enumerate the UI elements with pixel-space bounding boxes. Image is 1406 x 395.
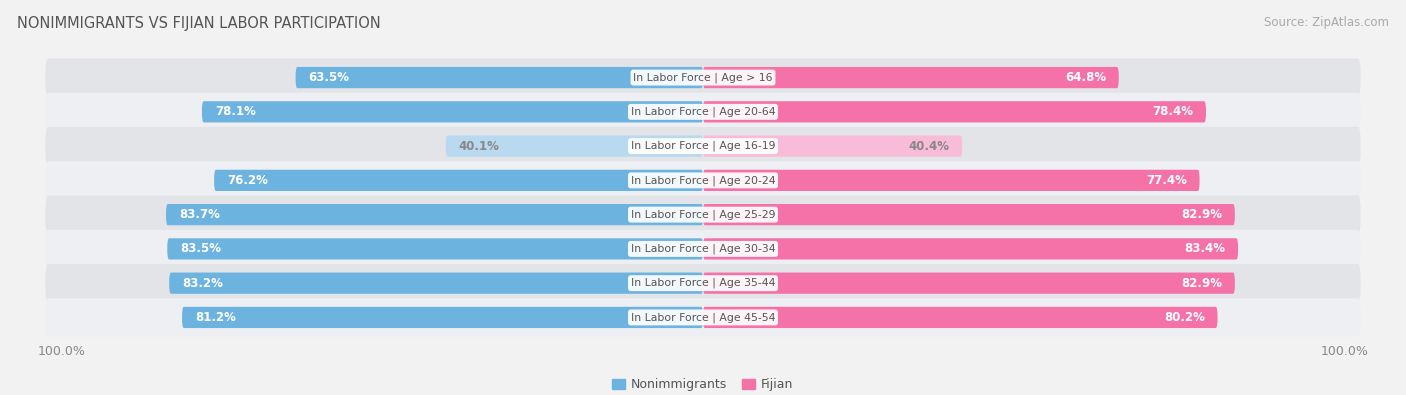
FancyBboxPatch shape <box>45 298 1361 337</box>
Text: 82.9%: 82.9% <box>1181 208 1222 221</box>
FancyBboxPatch shape <box>446 135 703 157</box>
Text: In Labor Force | Age 20-24: In Labor Force | Age 20-24 <box>631 175 775 186</box>
Text: 78.4%: 78.4% <box>1152 105 1194 118</box>
Text: NONIMMIGRANTS VS FIJIAN LABOR PARTICIPATION: NONIMMIGRANTS VS FIJIAN LABOR PARTICIPAT… <box>17 16 381 31</box>
FancyBboxPatch shape <box>45 196 1361 234</box>
FancyBboxPatch shape <box>214 170 703 191</box>
Text: 83.7%: 83.7% <box>179 208 219 221</box>
Text: In Labor Force | Age 30-34: In Labor Force | Age 30-34 <box>631 244 775 254</box>
Text: Source: ZipAtlas.com: Source: ZipAtlas.com <box>1264 16 1389 29</box>
Text: 76.2%: 76.2% <box>226 174 267 187</box>
FancyBboxPatch shape <box>181 307 703 328</box>
Text: In Labor Force | Age 45-54: In Labor Force | Age 45-54 <box>631 312 775 323</box>
FancyBboxPatch shape <box>703 307 1218 328</box>
FancyBboxPatch shape <box>703 238 1239 260</box>
FancyBboxPatch shape <box>167 238 703 260</box>
FancyBboxPatch shape <box>45 230 1361 268</box>
Text: 78.1%: 78.1% <box>215 105 256 118</box>
Legend: Nonimmigrants, Fijian: Nonimmigrants, Fijian <box>607 373 799 395</box>
FancyBboxPatch shape <box>202 101 703 122</box>
Text: 63.5%: 63.5% <box>308 71 350 84</box>
FancyBboxPatch shape <box>295 67 703 88</box>
FancyBboxPatch shape <box>45 127 1361 165</box>
Text: In Labor Force | Age 35-44: In Labor Force | Age 35-44 <box>631 278 775 288</box>
FancyBboxPatch shape <box>45 58 1361 97</box>
FancyBboxPatch shape <box>169 273 703 294</box>
Text: In Labor Force | Age 25-29: In Labor Force | Age 25-29 <box>631 209 775 220</box>
FancyBboxPatch shape <box>166 204 703 225</box>
FancyBboxPatch shape <box>45 93 1361 131</box>
Text: 81.2%: 81.2% <box>195 311 236 324</box>
Text: 83.5%: 83.5% <box>180 243 221 256</box>
Text: 80.2%: 80.2% <box>1164 311 1205 324</box>
Text: 64.8%: 64.8% <box>1064 71 1107 84</box>
Text: 83.2%: 83.2% <box>181 276 224 290</box>
FancyBboxPatch shape <box>703 101 1206 122</box>
Text: 77.4%: 77.4% <box>1146 174 1187 187</box>
FancyBboxPatch shape <box>703 170 1199 191</box>
FancyBboxPatch shape <box>703 135 962 157</box>
Text: 82.9%: 82.9% <box>1181 276 1222 290</box>
Text: 83.4%: 83.4% <box>1184 243 1225 256</box>
Text: In Labor Force | Age 20-64: In Labor Force | Age 20-64 <box>631 107 775 117</box>
FancyBboxPatch shape <box>703 204 1234 225</box>
Text: 40.4%: 40.4% <box>908 139 949 152</box>
FancyBboxPatch shape <box>45 264 1361 302</box>
Text: In Labor Force | Age 16-19: In Labor Force | Age 16-19 <box>631 141 775 151</box>
FancyBboxPatch shape <box>703 273 1234 294</box>
Text: In Labor Force | Age > 16: In Labor Force | Age > 16 <box>633 72 773 83</box>
FancyBboxPatch shape <box>703 67 1119 88</box>
Text: 40.1%: 40.1% <box>458 139 499 152</box>
FancyBboxPatch shape <box>45 161 1361 199</box>
